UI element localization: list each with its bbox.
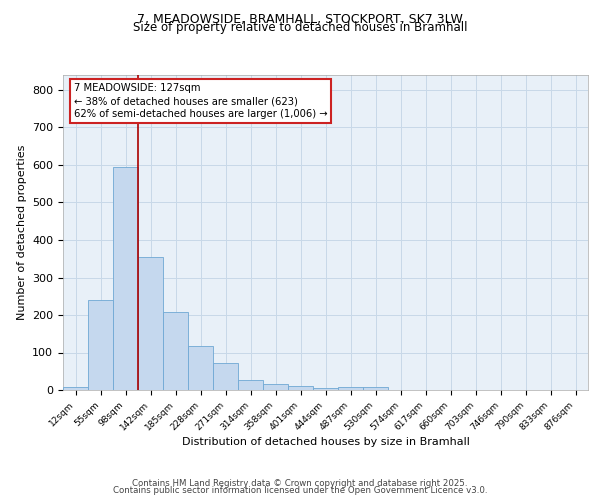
Bar	[263, 384, 288, 390]
Bar	[138, 257, 163, 390]
Text: 7, MEADOWSIDE, BRAMHALL, STOCKPORT, SK7 3LW: 7, MEADOWSIDE, BRAMHALL, STOCKPORT, SK7 …	[137, 12, 463, 26]
X-axis label: Distribution of detached houses by size in Bramhall: Distribution of detached houses by size …	[182, 438, 469, 448]
Bar	[163, 312, 188, 390]
Bar	[63, 387, 88, 390]
Bar	[288, 386, 313, 390]
Bar	[213, 362, 238, 390]
Text: Contains HM Land Registry data © Crown copyright and database right 2025.: Contains HM Land Registry data © Crown c…	[132, 478, 468, 488]
Bar	[313, 388, 338, 390]
Bar	[188, 346, 213, 390]
Y-axis label: Number of detached properties: Number of detached properties	[17, 145, 26, 320]
Bar	[113, 167, 138, 390]
Text: Contains public sector information licensed under the Open Government Licence v3: Contains public sector information licen…	[113, 486, 487, 495]
Bar	[338, 387, 363, 390]
Text: 7 MEADOWSIDE: 127sqm
← 38% of detached houses are smaller (623)
62% of semi-deta: 7 MEADOWSIDE: 127sqm ← 38% of detached h…	[74, 83, 327, 120]
Bar	[238, 380, 263, 390]
Text: Size of property relative to detached houses in Bramhall: Size of property relative to detached ho…	[133, 22, 467, 35]
Bar	[88, 300, 113, 390]
Bar	[363, 387, 388, 390]
